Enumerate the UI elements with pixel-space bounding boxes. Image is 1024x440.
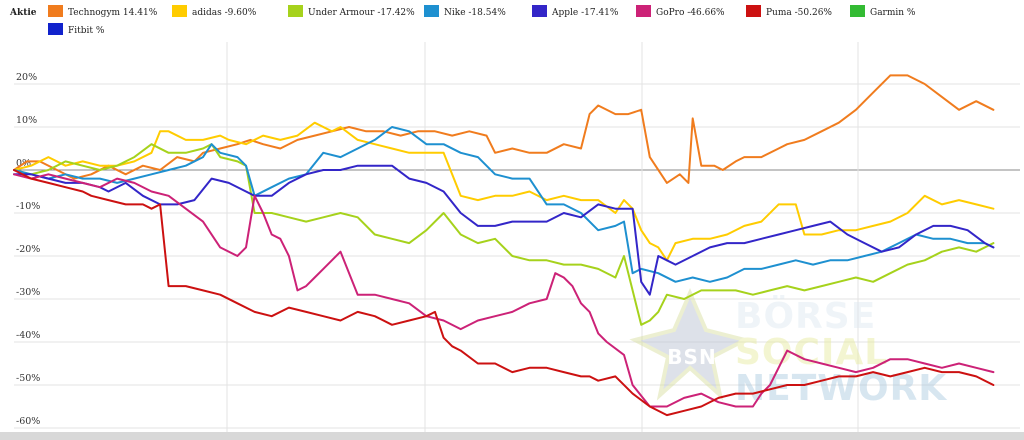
legend-title: Aktie [9, 8, 37, 18]
legend-swatch [746, 5, 761, 17]
legend-swatch [48, 5, 63, 17]
y-axis-ticks: 20%10%0%-10%-20%-30%-40%-50%-60% [16, 72, 40, 427]
series-line-technogym [13, 74, 995, 184]
series-lines [13, 74, 995, 417]
legend-swatch [850, 5, 865, 17]
grid [14, 42, 1020, 432]
series-line-gopro [13, 173, 995, 408]
y-tick-label: -40% [16, 330, 40, 341]
legend-swatch [424, 5, 439, 17]
legend-swatch [172, 5, 187, 17]
legend-item-nike[interactable]: Nike -18.54% [444, 8, 506, 18]
legend-item-puma[interactable]: Puma -50.26% [766, 8, 832, 18]
legend-item-under-armour[interactable]: Under Armour -17.42% [308, 8, 415, 18]
series-line-under-armour [13, 143, 995, 326]
legend-item-garmin[interactable]: Garmin % [870, 8, 916, 18]
legend-item-technogym[interactable]: Technogym 14.41% [68, 8, 158, 18]
y-tick-label: 10% [16, 115, 37, 126]
watermark-star-icon [629, 287, 751, 401]
y-tick-label: -30% [16, 287, 40, 298]
y-tick-label: 20% [16, 72, 37, 83]
y-tick-label: -20% [16, 244, 40, 255]
series-line-adidas [13, 121, 995, 262]
series-line-puma [13, 169, 995, 417]
bottom-band [0, 432, 1024, 440]
legend-item-gopro[interactable]: GoPro -46.66% [656, 8, 725, 18]
y-tick-label: -50% [16, 373, 40, 384]
y-tick-label: -60% [16, 416, 40, 427]
legend: Aktie Technogym 14.41% adidas -9.60% Under… [9, 5, 916, 36]
legend-item-fitbit[interactable]: Fitbit % [68, 26, 105, 36]
watermark-line-2: SOCIAL [735, 332, 888, 373]
legend-item-adidas[interactable]: adidas -9.60% [192, 8, 257, 18]
series-line-nike [13, 126, 995, 283]
watermark-logo: BSN BÖRSE SOCIAL NETWORK [629, 287, 946, 409]
legend-item-apple[interactable]: Apple -17.41% [551, 8, 619, 18]
watermark-line-1: BÖRSE [735, 295, 876, 337]
legend-swatch [636, 5, 651, 17]
legend-swatch [532, 5, 547, 17]
legend-swatch [288, 5, 303, 17]
watermark-logo-text: BSN [667, 345, 716, 369]
legend-swatch [48, 23, 63, 35]
y-tick-label: -10% [16, 201, 40, 212]
